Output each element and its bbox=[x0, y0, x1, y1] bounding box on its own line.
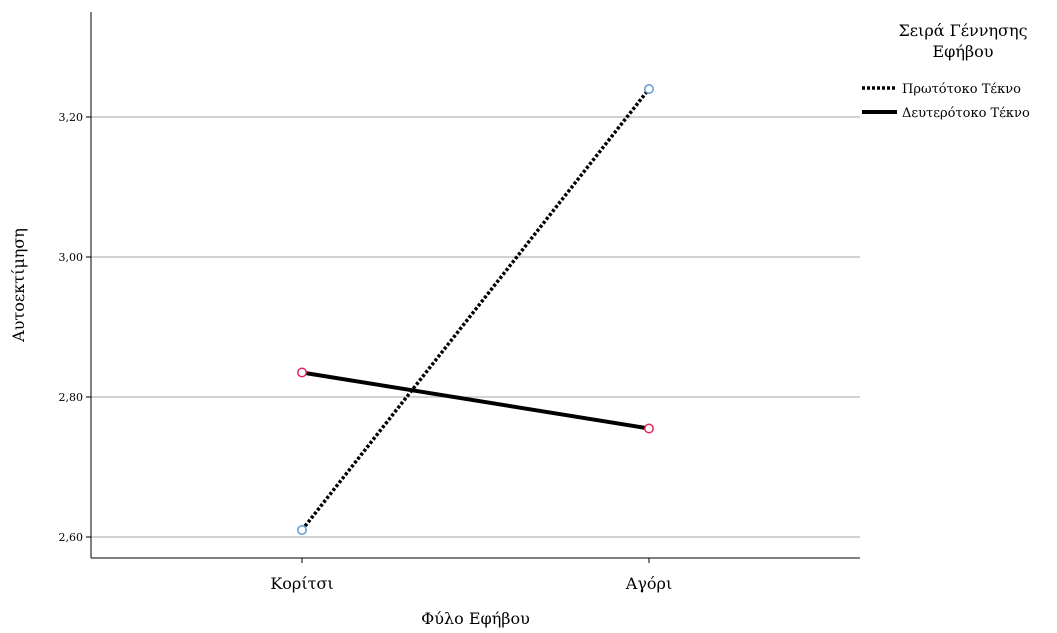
gridlines bbox=[91, 116, 860, 538]
legend-title-line-2: Εφήβου bbox=[932, 42, 993, 61]
series-2-marker bbox=[644, 423, 654, 434]
y-ticks: 2,60 2,80 3,00 3,20 bbox=[59, 111, 91, 544]
y-tick-label: 3,20 bbox=[59, 111, 84, 124]
y-tick-label: 2,80 bbox=[59, 391, 84, 404]
series-2-marker bbox=[297, 367, 307, 378]
legend-items: Πρωτότοκο Τέκνο Δευτερότοκο Τέκνο bbox=[862, 82, 1030, 121]
y-axis-title: Αυτοεκτίμηση bbox=[9, 228, 28, 343]
legend-title-line-1: Σειρά Γέννησης bbox=[898, 21, 1027, 40]
series-lines bbox=[300, 87, 651, 532]
y-tick-label: 3,00 bbox=[59, 251, 84, 264]
series-line-2 bbox=[301, 370, 650, 431]
series-markers bbox=[297, 84, 654, 535]
series-1-marker bbox=[644, 84, 654, 94]
series-1-marker bbox=[297, 525, 307, 535]
x-ticks: Κορίτσι Αγόρι bbox=[270, 558, 672, 593]
x-axis-title: Φύλο Εφήβου bbox=[421, 609, 530, 628]
legend-label-2: Δευτερότοκο Τέκνο bbox=[902, 106, 1030, 121]
legend-label-1: Πρωτότοκο Τέκνο bbox=[902, 82, 1021, 97]
legend: Σειρά Γέννησης Εφήβου Πρωτότοκο Τέκνο Δευ… bbox=[862, 21, 1030, 121]
x-tick-label: Κορίτσι bbox=[270, 574, 333, 593]
x-tick-label: Αγόρι bbox=[625, 574, 672, 593]
series-line-1 bbox=[300, 87, 651, 532]
y-tick-label: 2,60 bbox=[59, 531, 84, 544]
